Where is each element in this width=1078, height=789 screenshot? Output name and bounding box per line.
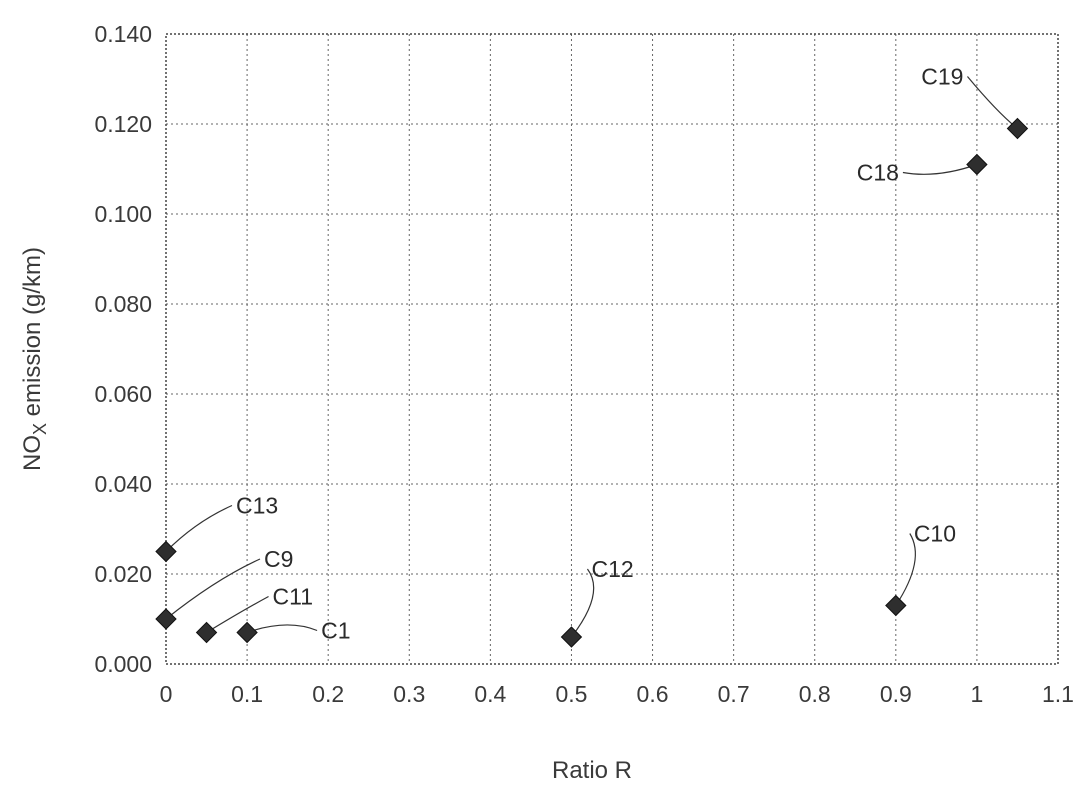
x-axis-ticks: 0 0.1 0.2 0.3 0.4 0.5 0.6 0.7 0.8 0.9 1 1.1 xyxy=(160,681,1074,707)
data-points: C13 C9 C11 C1 C12 C10 C18 C19 xyxy=(156,64,1027,648)
leader-line xyxy=(571,569,593,637)
data-point-label: C9 xyxy=(264,546,293,572)
leader-line xyxy=(896,534,916,606)
x-tick-label: 0.7 xyxy=(718,681,750,707)
x-tick-label: 1 xyxy=(971,681,984,707)
x-tick-label: 0.9 xyxy=(880,681,912,707)
x-tick-label: 0.8 xyxy=(799,681,831,707)
x-tick-label: 0.6 xyxy=(637,681,669,707)
y-tick-label: 0.000 xyxy=(94,651,152,677)
x-tick-label: 0.3 xyxy=(393,681,425,707)
data-point-label: C13 xyxy=(236,493,278,519)
x-tick-label: 0.5 xyxy=(555,681,587,707)
leader-line xyxy=(207,597,269,633)
data-point-label: C10 xyxy=(914,521,956,547)
y-axis-label-main: NO xyxy=(19,435,46,471)
data-point-marker xyxy=(156,609,176,629)
y-tick-label: 0.060 xyxy=(94,381,152,407)
x-tick-label: 0.2 xyxy=(312,681,344,707)
data-point-label: C1 xyxy=(321,618,350,644)
x-tick-label: 0 xyxy=(160,681,173,707)
x-tick-label: 0.4 xyxy=(474,681,506,707)
data-point-marker xyxy=(1007,119,1027,139)
x-tick-label: 1.1 xyxy=(1042,681,1074,707)
y-tick-label: 0.080 xyxy=(94,291,152,317)
data-point-label: C18 xyxy=(857,160,899,186)
y-axis-ticks: 0.000 0.020 0.040 0.060 0.080 0.100 0.120 0.140 xyxy=(94,21,152,677)
y-axis-label: NOX emission (g/km) xyxy=(19,247,50,471)
leader-line xyxy=(967,77,1017,129)
data-point-marker xyxy=(237,623,257,643)
x-axis-label: Ratio R xyxy=(552,757,632,784)
y-tick-label: 0.020 xyxy=(94,561,152,587)
data-point-label: C11 xyxy=(273,584,314,610)
data-point-label: C12 xyxy=(591,556,633,582)
data-point-marker xyxy=(561,627,581,647)
leader-line xyxy=(247,625,317,633)
y-tick-label: 0.040 xyxy=(94,471,152,497)
y-axis-label-subscript: X xyxy=(30,423,50,435)
y-tick-label: 0.140 xyxy=(94,21,152,47)
data-point-marker xyxy=(886,596,906,616)
leader-line xyxy=(903,165,977,175)
y-tick-label: 0.100 xyxy=(94,201,152,227)
leader-line xyxy=(166,506,232,552)
y-axis-label-rest: emission (g/km) xyxy=(19,247,46,423)
data-point-label: C19 xyxy=(921,64,963,90)
x-tick-label: 0.1 xyxy=(231,681,263,707)
data-point-marker xyxy=(197,623,217,643)
y-tick-label: 0.120 xyxy=(94,111,152,137)
leader-line xyxy=(166,559,260,619)
data-point-marker xyxy=(967,155,987,175)
